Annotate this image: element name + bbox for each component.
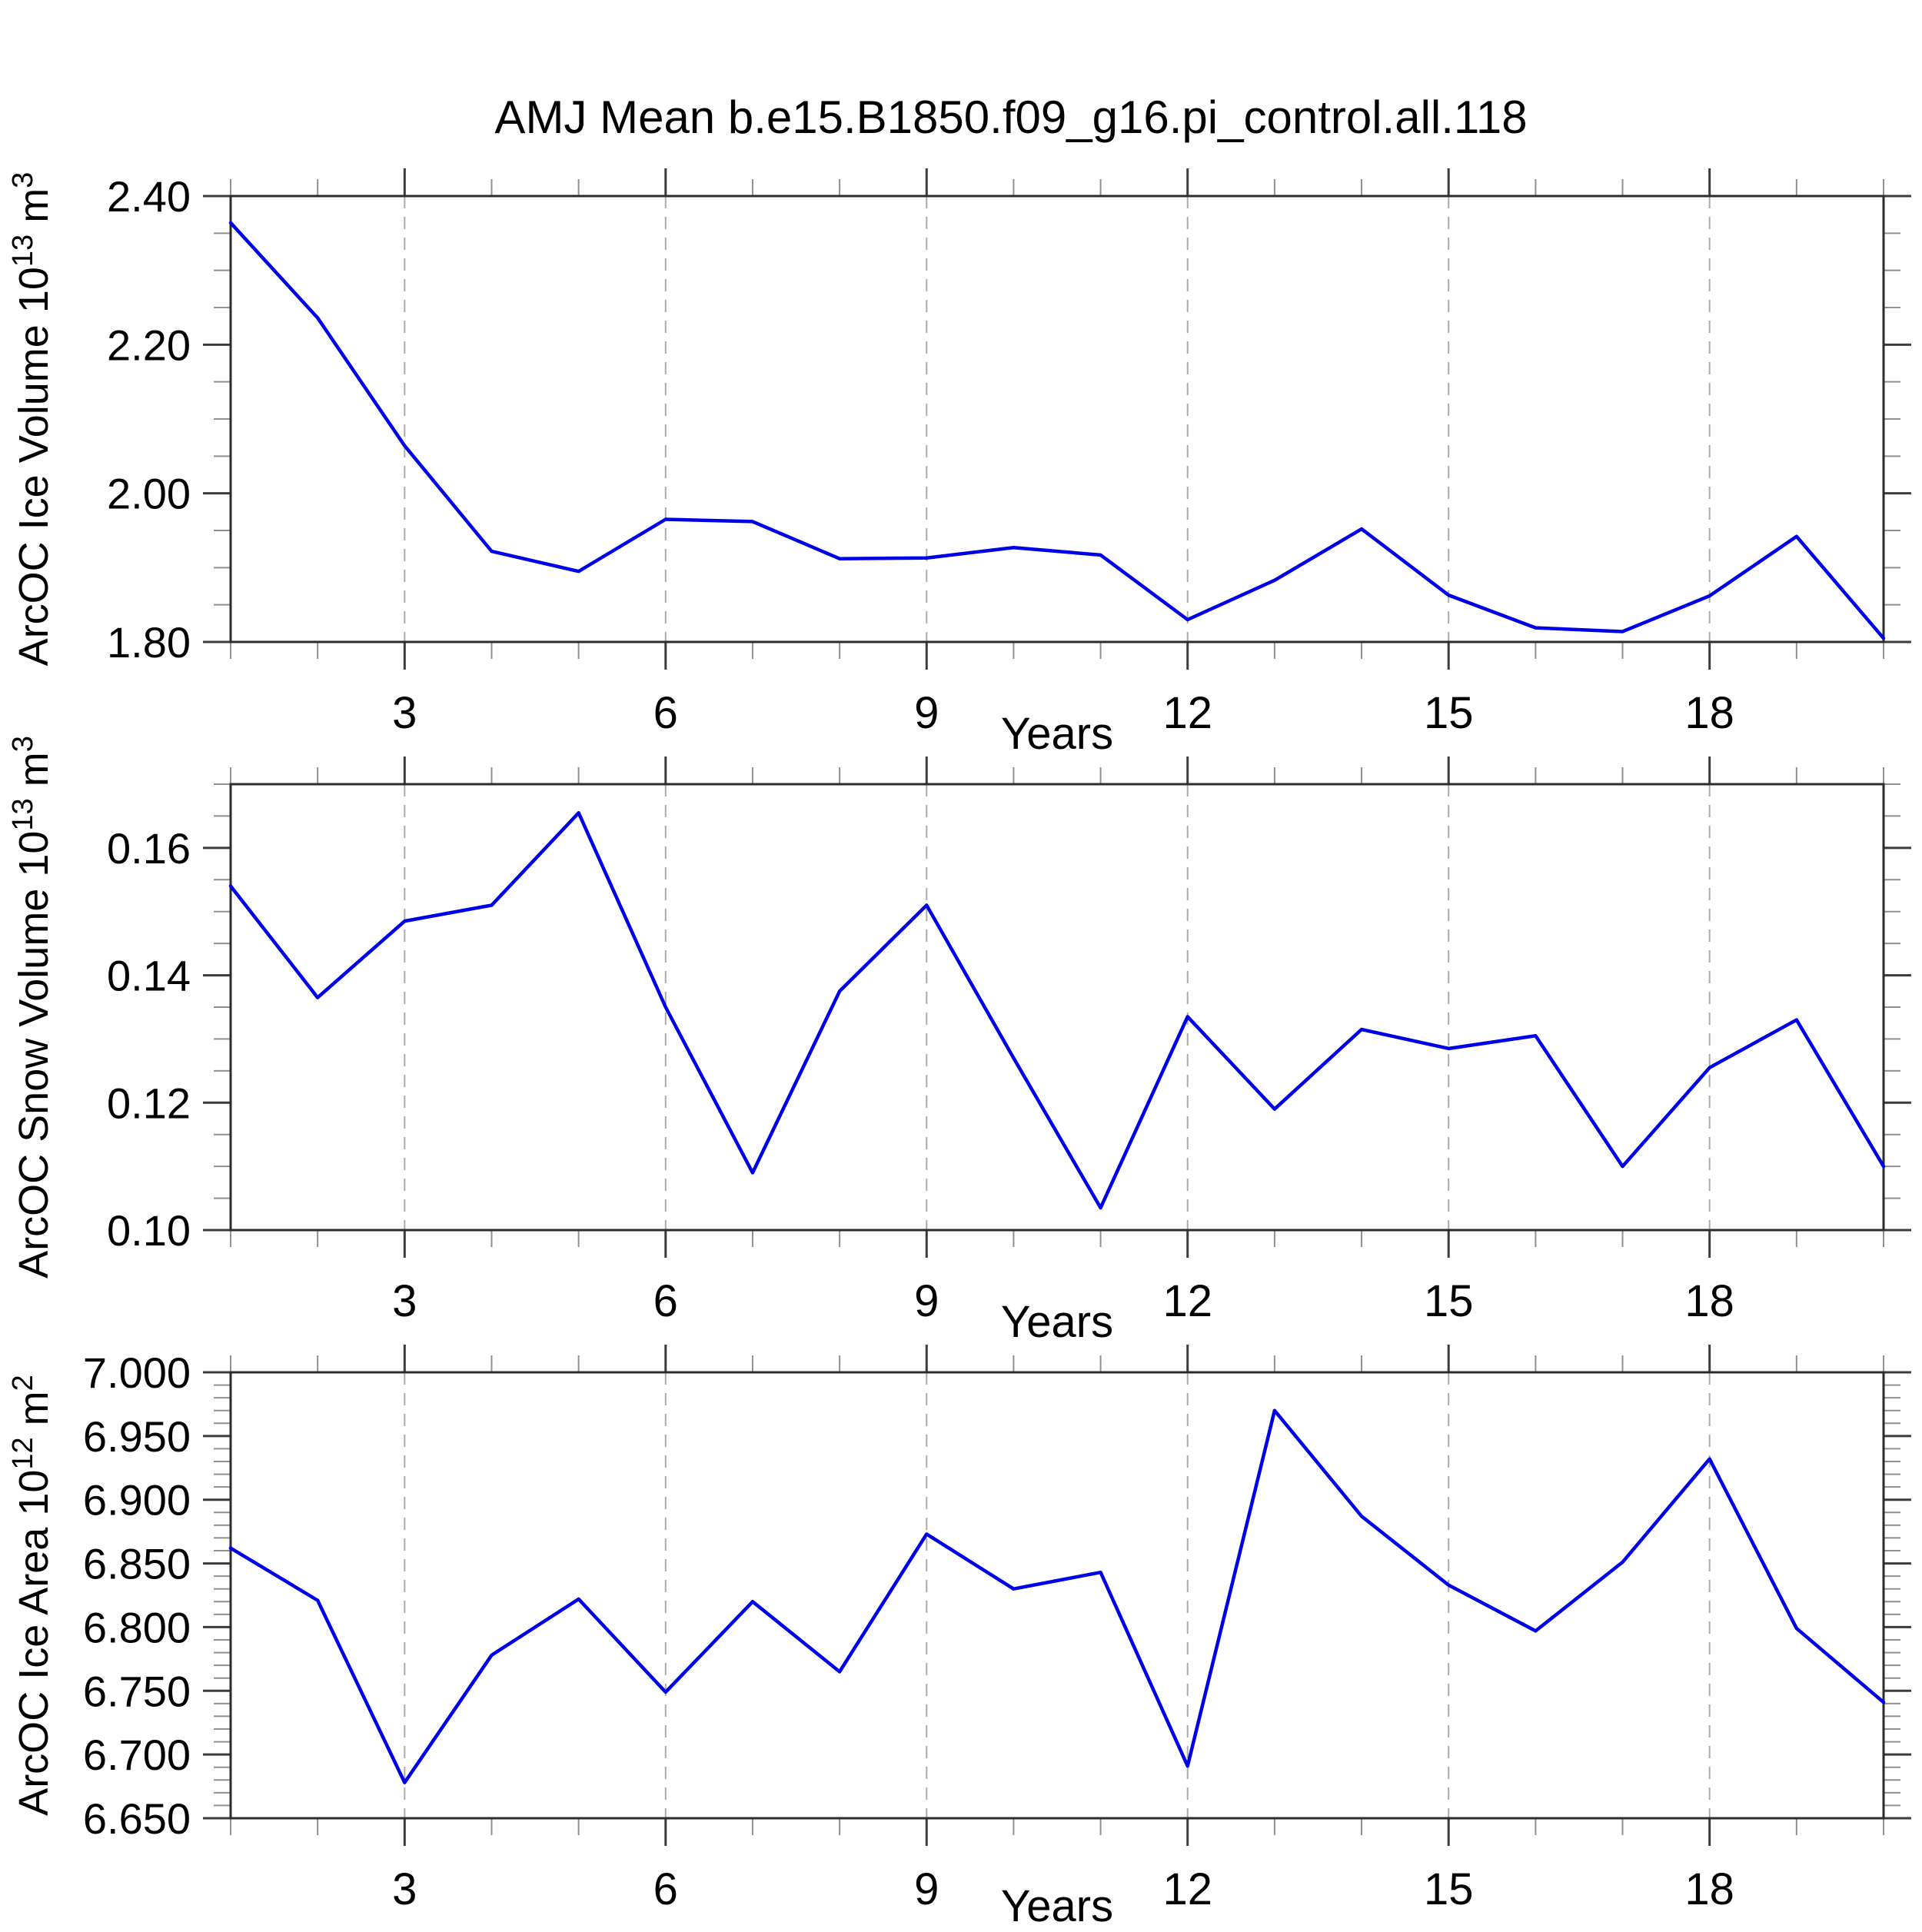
svg-text:9: 9 xyxy=(914,688,939,738)
svg-text:18: 18 xyxy=(1684,688,1734,738)
y-tick-labels: 7.000 6.950 6.900 6.850 6.800 6.750 6.700 6.650 xyxy=(83,1348,191,1843)
figure-title: AMJ Mean b.e15.B1850.f09_g16.pi_control.… xyxy=(494,91,1528,143)
svg-text:0.12: 0.12 xyxy=(107,1079,191,1127)
gridlines xyxy=(404,196,1711,642)
svg-text:3: 3 xyxy=(392,1864,417,1914)
svg-text:6.750: 6.750 xyxy=(83,1667,191,1715)
x-axis-title-middle-panel: Years xyxy=(1000,1297,1114,1347)
svg-text:3: 3 xyxy=(392,688,417,738)
y-axis-title: ArcOC Snow Volume 1013 m3 xyxy=(7,736,57,1279)
svg-text:2.40: 2.40 xyxy=(107,172,191,221)
y-tick-labels: 2.40 2.20 2.00 1.80 xyxy=(107,172,191,667)
svg-text:18: 18 xyxy=(1684,1276,1734,1326)
x-tick-labels: 3 6 9 12 15 18 xyxy=(392,688,1734,738)
plot-frame xyxy=(229,783,1885,1232)
y-tick-labels: 0.16 0.14 0.12 0.10 xyxy=(107,824,191,1255)
svg-text:6: 6 xyxy=(653,1276,678,1326)
panel-middle: 0.16 0.14 0.12 0.10 3 6 9 12 15 18 ArcOC Snow Volu… xyxy=(7,736,1911,1326)
data-line xyxy=(228,1408,1886,1784)
ticks xyxy=(203,757,1911,1258)
y-axis-title: ArcOC Ice Area 1012 m2 xyxy=(7,1375,57,1816)
x-tick-labels: 3 6 9 12 15 18 xyxy=(392,1276,1734,1326)
x-axis-title-bottom-panel: Years xyxy=(1000,1881,1114,1931)
svg-text:15: 15 xyxy=(1424,688,1474,738)
ticks xyxy=(203,1345,1911,1846)
svg-text:2.00: 2.00 xyxy=(107,470,191,518)
plot-frame xyxy=(229,1371,1885,1820)
gridlines xyxy=(404,1372,1711,1818)
data-line xyxy=(228,221,1886,640)
svg-text:12: 12 xyxy=(1162,1864,1212,1914)
x-axis-title-top-panel: Years xyxy=(1000,709,1114,759)
x-tick-labels: 3 6 9 12 15 18 xyxy=(392,1864,1734,1914)
panel-bottom: 7.000 6.950 6.900 6.850 6.800 6.750 6.700 6.650… xyxy=(7,1345,1911,1914)
svg-text:0.16: 0.16 xyxy=(107,824,191,873)
svg-text:6: 6 xyxy=(653,1864,678,1914)
svg-text:9: 9 xyxy=(914,1276,939,1326)
svg-text:6.850: 6.850 xyxy=(83,1540,191,1588)
svg-text:1.80: 1.80 xyxy=(107,618,191,667)
svg-text:0.14: 0.14 xyxy=(107,952,191,1000)
svg-text:6: 6 xyxy=(653,688,678,738)
svg-text:3: 3 xyxy=(392,1276,417,1326)
svg-text:18: 18 xyxy=(1684,1864,1734,1914)
data-line xyxy=(228,811,1886,1210)
svg-text:15: 15 xyxy=(1424,1276,1474,1326)
y-axis-title: ArcOC Ice Volume 1013 m3 xyxy=(7,172,57,667)
svg-text:6.700: 6.700 xyxy=(83,1731,191,1779)
svg-text:0.10: 0.10 xyxy=(107,1206,191,1255)
panel-top: 2.40 2.20 2.00 1.80 3 6 9 12 15 18 ArcOC Ice Volum… xyxy=(7,168,1911,738)
svg-text:7.000: 7.000 xyxy=(83,1348,191,1397)
svg-text:2.20: 2.20 xyxy=(107,321,191,369)
plot-frame xyxy=(229,195,1885,643)
ticks xyxy=(203,168,1911,670)
svg-text:6.950: 6.950 xyxy=(83,1412,191,1461)
svg-text:15: 15 xyxy=(1424,1864,1474,1914)
svg-text:12: 12 xyxy=(1162,688,1212,738)
svg-text:6.650: 6.650 xyxy=(83,1794,191,1843)
gridlines xyxy=(404,784,1711,1230)
svg-text:6.800: 6.800 xyxy=(83,1603,191,1651)
svg-text:9: 9 xyxy=(914,1864,939,1914)
svg-text:12: 12 xyxy=(1162,1276,1212,1326)
svg-text:6.900: 6.900 xyxy=(83,1476,191,1525)
